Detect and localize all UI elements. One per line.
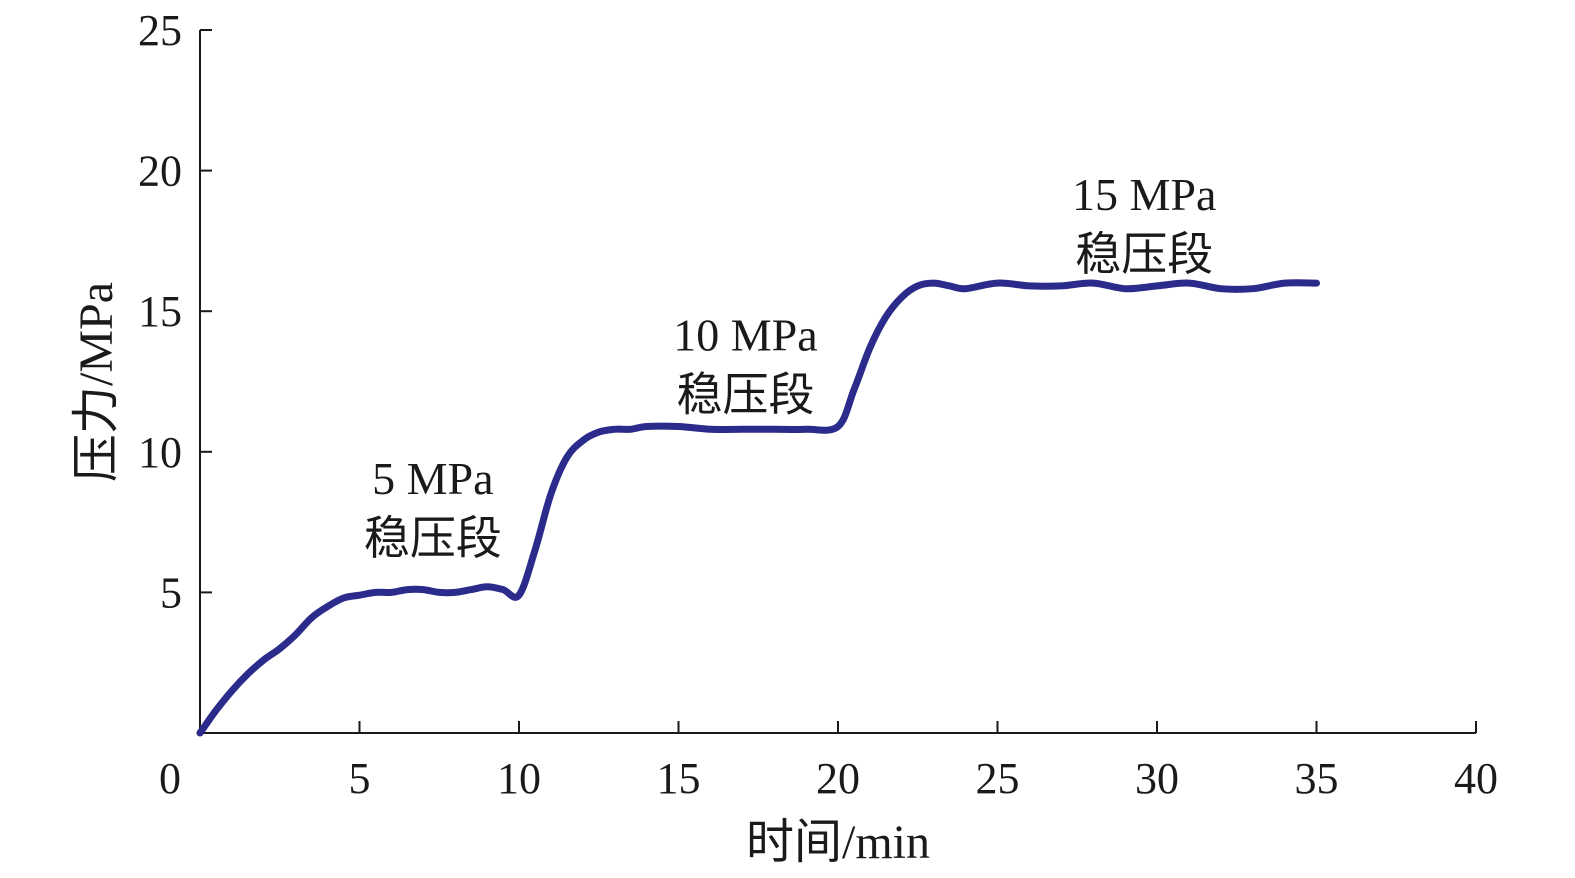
annotation-pressure: 15 MPa	[1072, 169, 1216, 220]
pressure-line	[196, 279, 1320, 737]
y-axis-title: 压力/MPa	[70, 282, 123, 482]
annotation-stage: 稳压段	[364, 513, 502, 564]
x-tick-label: 40	[1454, 754, 1498, 803]
annotation-stage: 稳压段	[1075, 229, 1213, 280]
y-tick-label: 25	[138, 6, 182, 55]
annotation-layer: 5 MPa 稳压段 10 MPa 稳压段 15 MPa 稳压段	[364, 169, 1217, 564]
y-tick-label: 20	[138, 147, 182, 196]
x-tick-label: 15	[657, 754, 701, 803]
x-tick-label: 20	[816, 754, 860, 803]
annotation-stage: 稳压段	[676, 370, 814, 421]
x-tick-label: 30	[1135, 754, 1179, 803]
x-tick-label: 5	[349, 754, 371, 803]
y-tick-label: 15	[138, 287, 182, 336]
annotation-pressure: 10 MPa	[673, 310, 817, 361]
annotation-pressure: 5 MPa	[372, 453, 493, 504]
x-axis: 0 5 10 15 20 25 30 35 40	[159, 721, 1498, 803]
x-tick-label: 35	[1295, 754, 1339, 803]
x-tick-label: 10	[497, 754, 541, 803]
y-tick-label: 10	[138, 428, 182, 477]
y-axis: 5 10 15 20 25	[138, 6, 212, 733]
x-tick-label: 25	[976, 754, 1020, 803]
x-axis-title: 时间/min	[746, 816, 930, 869]
y-tick-label: 5	[160, 568, 182, 617]
series-layer	[196, 279, 1320, 737]
x-tick-label: 0	[159, 754, 181, 803]
